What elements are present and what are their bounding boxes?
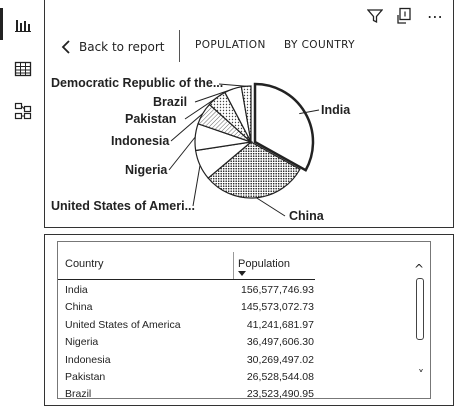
cell-population: 26,528,544.08 — [246, 370, 314, 383]
model-icon — [14, 102, 32, 120]
cell-country: India — [65, 284, 88, 296]
tab-by-country[interactable]: BY COUNTRY — [284, 39, 355, 51]
cell-country: Nigeria — [65, 336, 99, 349]
cell-population: 145,573,072.73 — [241, 301, 314, 314]
population-table: Country Population India 156,577,746.93 Ch… — [57, 241, 431, 400]
slice-label-brazil: Brazil — [153, 95, 187, 109]
cell-population: 30,269,497.02 — [246, 353, 314, 366]
cell-population: 156,577,746.93 — [241, 284, 314, 296]
column-header-country[interactable]: Country — [65, 258, 104, 270]
slice-label-pakistan: Pakistan — [125, 112, 176, 126]
scroll-down-button[interactable]: ˅ — [418, 368, 424, 382]
cell-country: Pakistan — [65, 370, 106, 383]
column-header-population[interactable]: Population — [238, 258, 290, 270]
model-view-button[interactable] — [8, 96, 38, 126]
slice-label-china: China — [289, 209, 325, 223]
cell-country: United States of America — [65, 318, 181, 331]
data-view-button[interactable] — [8, 54, 38, 84]
table-icon — [14, 61, 32, 77]
table-row[interactable]: India 156,577,746.93 — [58, 282, 318, 299]
table-row[interactable]: Indonesia 30,269,497.02 — [58, 352, 318, 369]
scrollbar-thumb[interactable] — [416, 278, 424, 340]
focus-mode-button[interactable] — [395, 6, 415, 26]
leader-line-united-states-of-america — [192, 165, 201, 207]
pie-chart: India China United States of Ameri... Niger… — [51, 76, 351, 223]
active-indicator — [0, 8, 3, 40]
left-rail — [0, 0, 46, 411]
slice-label-indonesia: Indonesia — [111, 134, 170, 148]
leader-line-nigeria — [168, 136, 196, 171]
more-options-icon: ⋯ — [427, 6, 443, 26]
leader-line-democratic-republic-of-the-congo — [218, 83, 247, 87]
report-icon — [15, 20, 31, 32]
cell-population: 23,523,490.95 — [246, 388, 314, 401]
table-body: India 156,577,746.93 China 145,573,072.73 Un… — [58, 282, 318, 404]
pie-visual-card: ⋯ Back to report POPULATION BY COUNTRY — [44, 0, 454, 228]
back-label: Back to report — [79, 40, 165, 54]
pie-slice-democratic-republic-of-the-congo[interactable] — [240, 85, 252, 143]
header-underline — [58, 279, 315, 280]
table-row[interactable]: Pakistan 26,528,544.08 — [58, 369, 318, 386]
slice-label-democratic-republic-of-the-congo: Democratic Republic of the... — [51, 76, 223, 90]
drill-header: Back to report POPULATION BY COUNTRY — [55, 30, 445, 62]
slice-label-united-states-of-america: United States of Ameri... — [51, 199, 195, 213]
header-divider — [179, 30, 180, 62]
leader-line-pakistan — [184, 97, 217, 120]
leader-line-india — [299, 109, 320, 115]
scroll-up-button[interactable]: ^ — [413, 262, 424, 276]
back-to-report-button[interactable]: Back to report — [61, 34, 164, 60]
leader-line-brazil — [194, 88, 234, 103]
leader-line-china — [256, 197, 286, 217]
visual-toolbar: ⋯ — [365, 6, 445, 26]
slice-label-india: India — [321, 103, 351, 117]
table-row[interactable]: Brazil 23,523,490.95 — [58, 386, 318, 403]
focus-mode-icon — [397, 7, 411, 24]
more-options-button[interactable]: ⋯ — [425, 6, 445, 26]
leader-line-indonesia — [170, 113, 204, 142]
table-visual-card: Country Population India 156,577,746.93 Ch… — [44, 234, 454, 406]
report-view-button[interactable] — [8, 10, 38, 40]
sort-descending-icon — [238, 271, 246, 276]
cell-country: China — [65, 301, 93, 314]
chevron-left-icon — [61, 40, 70, 54]
cell-country: Indonesia — [65, 353, 111, 366]
cell-country: Brazil — [65, 388, 92, 401]
cell-population: 41,241,681.97 — [246, 318, 314, 331]
filter-button[interactable] — [365, 6, 385, 26]
table-row[interactable]: United States of America 41,241,681.97 — [58, 317, 318, 334]
table-row[interactable]: China 145,573,072.73 — [58, 299, 318, 316]
slice-label-nigeria: Nigeria — [125, 163, 168, 177]
cell-population: 36,497,606.30 — [246, 336, 314, 349]
filter-icon — [367, 9, 383, 24]
tab-population[interactable]: POPULATION — [195, 39, 266, 51]
column-divider — [233, 252, 234, 279]
table-row[interactable]: Nigeria 36,497,606.30 — [58, 334, 318, 351]
